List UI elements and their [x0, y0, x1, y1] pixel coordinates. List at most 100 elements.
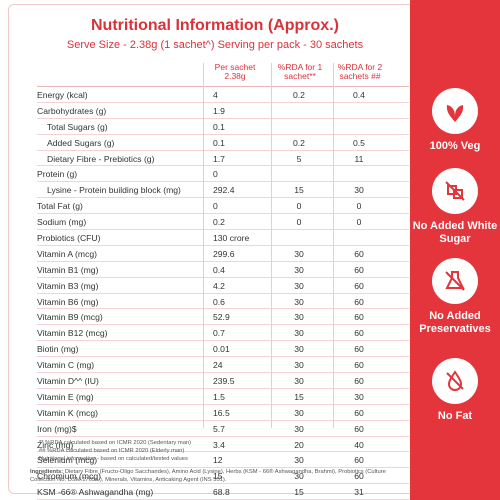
table-row: Dietary Fibre - Prebiotics (g) 1.7 5 11: [37, 151, 409, 167]
per-sachet-value: 130 crore: [213, 233, 250, 244]
table-row: Vitamin B9 (mcg) 52.9 30 60: [37, 309, 409, 326]
rda-2-sachets: 0: [356, 201, 362, 212]
badge-veg: 100% Veg: [410, 88, 500, 153]
rda-1-sachet: 0: [296, 217, 302, 228]
rda-1-sachet: 30: [294, 280, 304, 291]
per-sachet-value: 0: [213, 169, 218, 180]
rda-1-sachet: 30: [294, 407, 304, 418]
rda-2-sachets: 40: [354, 439, 364, 450]
nutrient-name: Vitamin A (mcg): [37, 248, 98, 259]
table-row: Selenium (mcg) 12 30 60: [37, 452, 409, 469]
table-row: KSM -66® Ashwagandha (mg) 68.8 15 31: [37, 484, 409, 500]
per-sachet-value: 0.7: [213, 328, 225, 339]
rda-1-sachet: 0: [296, 201, 302, 212]
rda-1-sachet: 30: [294, 328, 304, 339]
per-sachet-value: 68.8: [213, 487, 230, 498]
nutrient-name: Vitamin E (mg): [37, 391, 94, 402]
nutrient-name: Selenium (mcg): [37, 455, 98, 466]
per-sachet-value: 12: [213, 455, 223, 466]
col-rda-1: %RDA for 1 sachet**: [277, 62, 323, 81]
nutrient-name: Vitamin K (mcg): [37, 407, 98, 418]
rda-1-sachet: 30: [294, 248, 304, 259]
per-sachet-value: 4: [213, 90, 218, 100]
rda-1-sachet: 30: [294, 264, 304, 275]
leaf-icon: [432, 88, 478, 134]
table-row: Vitamin K (mcg) 16.5 30 60: [37, 405, 409, 421]
rda-1-sachet: 15: [294, 391, 304, 402]
per-sachet-value: 0.1: [213, 137, 225, 148]
table-row: Vitamin B6 (mg) 0.6 30 60: [37, 294, 409, 310]
per-sachet-value: 0.01: [213, 344, 230, 355]
rda-1-sachet: 0.2: [293, 137, 305, 148]
rda-1-sachet: 30: [294, 376, 304, 387]
rda-2-sachets: 30: [354, 391, 364, 402]
table-row: Carbohydrates (g) 1.9: [37, 103, 409, 119]
nutrient-name: Iron (mg)$: [37, 423, 77, 434]
rda-2-sachets: 60: [354, 296, 364, 307]
rda-1-sachet: 20: [294, 439, 304, 450]
nutrient-name: Total Sugars (g): [47, 121, 108, 132]
nutrition-title: Nutritional Information (Approx.): [91, 17, 339, 34]
nutrient-name: Chromium (mcg): [37, 471, 101, 482]
per-sachet-value: 5.7: [213, 423, 225, 434]
per-sachet-value: 0.6: [213, 296, 225, 307]
ingredients-text: Dietary Fibre (Fructo-Oligo Saccharides)…: [30, 469, 386, 483]
badge-no-fat: No Fat: [410, 358, 500, 423]
rda-2-sachets: 60: [354, 423, 364, 434]
rda-1-sachet: 5: [296, 153, 302, 164]
nutrient-name: Vitamin D^^ (IU): [37, 376, 99, 387]
column-divider: [203, 63, 204, 428]
table-row: Probiotics (CFU) 130 crore: [37, 230, 409, 246]
table-row: Vitamin A (mcg) 299.6 30 60: [37, 246, 409, 262]
per-sachet-value: 0.4: [213, 264, 225, 275]
rda-2-sachets: 60: [354, 376, 364, 387]
badge-no-preservatives: No Added Preservatives: [410, 258, 500, 336]
per-sachet-value: 0: [213, 201, 218, 212]
column-divider: [333, 63, 334, 428]
table-row: Vitamin E (mg) 1.5 15 30: [37, 389, 409, 405]
per-sachet-value: 0.1: [213, 121, 225, 132]
table-row: Protein (g) 0: [37, 166, 409, 183]
nutrient-name: Vitamin B6 (mg): [37, 296, 99, 307]
rda-2-sachets: 11: [354, 153, 364, 164]
rda-2-sachets: 60: [354, 264, 364, 275]
rda-2-sachets: 60: [354, 360, 364, 371]
nutrient-name: Vitamin B1 (mg): [37, 264, 99, 275]
per-sachet-value: 1.5: [213, 391, 225, 402]
badge-label: No Added White Sugar: [412, 220, 498, 245]
per-sachet-value: 1.7: [213, 153, 225, 164]
rda-2-sachets: 0: [356, 217, 362, 228]
col-per-sachet: Per sachet 2.38g: [214, 62, 256, 81]
benefits-sidebar: [410, 0, 500, 500]
badge-label: 100% Veg: [429, 140, 481, 152]
per-sachet-value: 292.4: [213, 185, 235, 196]
no-fat-icon: [432, 358, 478, 404]
nutrient-name: Total Fat (g): [37, 201, 83, 212]
nutrient-name: Vitamin B9 (mcg): [37, 312, 103, 323]
nutrient-name: Biotin (mg): [37, 344, 79, 355]
rda-2-sachets: 60: [354, 471, 364, 482]
table-row: Total Fat (g) 0 0 0: [37, 198, 409, 215]
table-row: Vitamin D^^ (IU) 239.5 30 60: [37, 373, 409, 389]
nutrient-name: Vitamin B3 (mg): [37, 280, 99, 291]
nutrient-name: Zinc (mg): [37, 439, 74, 450]
per-sachet-value: 24: [213, 360, 223, 371]
per-sachet-value: 299.6: [213, 248, 235, 259]
nutrient-name: Added Sugars (g): [47, 137, 115, 148]
per-sachet-value: 4.2: [213, 280, 225, 291]
no-preservatives-icon: [432, 258, 478, 304]
ingredients-label: Ingredients:: [30, 469, 64, 475]
table-row: Energy (kcal) 4 0.2 0.4: [37, 87, 409, 103]
col-rda-2: %RDA for 2 sachets ##: [337, 62, 383, 81]
nutrient-name: Sodium (mg): [37, 217, 87, 228]
table-row: Lysine - Protein building block (mg) 292.…: [37, 182, 409, 199]
table-row: Vitamin B12 (mcg) 0.7 30 60: [37, 325, 409, 342]
nutrition-card: Nutritional Information (Approx.) Serve …: [8, 4, 420, 500]
rda-2-sachets: 0.4: [353, 90, 365, 100]
nutrient-name: Lysine - Protein building block (mg): [47, 185, 181, 196]
badge-no-sugar: No Added White Sugar: [410, 168, 500, 246]
table-row: Total Sugars (g) 0.1: [37, 119, 409, 135]
rda-2-sachets: 60: [354, 344, 364, 355]
rda-1-sachet: 30: [294, 296, 304, 307]
table-row: Iron (mg)$ 5.7 30 60: [37, 421, 409, 437]
